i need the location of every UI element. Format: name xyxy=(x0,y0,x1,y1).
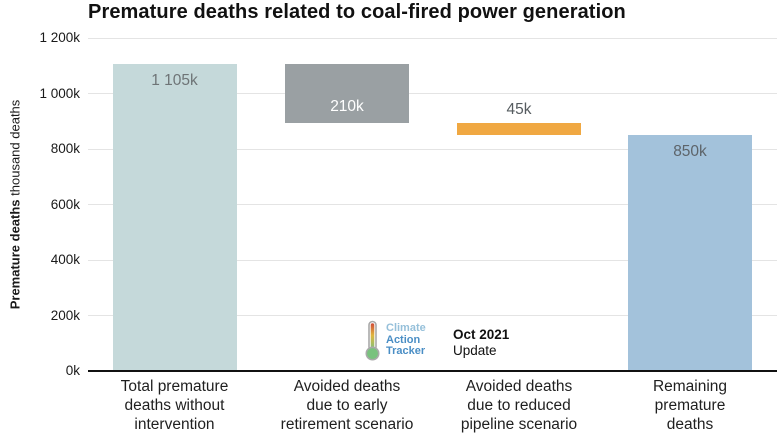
bar: 210k xyxy=(285,64,409,123)
bar-value-label: 850k xyxy=(673,143,707,161)
update-word: Update xyxy=(453,343,497,358)
category-label: Remaining premature deaths xyxy=(652,378,728,433)
bar: 1 105k xyxy=(112,64,237,371)
thermometer-icon xyxy=(365,320,380,361)
y-tick-label: 0k xyxy=(65,363,80,378)
x-axis-line xyxy=(88,370,777,372)
category-label: Avoided deaths due to reduced pipeline sce… xyxy=(460,378,578,433)
y-tick-label: 600k xyxy=(50,196,80,212)
gridline xyxy=(88,204,777,205)
gridline xyxy=(88,315,777,316)
bar-value-label: 45k xyxy=(506,100,532,118)
gridline xyxy=(88,148,777,150)
category-label: Total premature deaths without interventio… xyxy=(120,378,229,433)
bar-value-label: 1 105k xyxy=(151,72,198,90)
gridline xyxy=(88,93,777,94)
logo-line-tracker: Tracker xyxy=(386,345,426,358)
gridline xyxy=(88,37,777,39)
logo-line-action: Action xyxy=(386,333,421,346)
logo-line-climate: Climate xyxy=(386,322,426,335)
gridline xyxy=(88,259,777,261)
logo-wordmark: Climate Action Tracker xyxy=(386,323,426,358)
climate-action-tracker-logo: Climate Action Tracker xyxy=(364,320,426,361)
y-tick-label: 200k xyxy=(50,307,80,323)
bar-value-label: 210k xyxy=(330,97,364,115)
y-tick-label: 1 000k xyxy=(39,85,80,101)
category-label: Avoided deaths due to early retirement sce… xyxy=(280,378,414,433)
bar: 850k xyxy=(628,135,752,371)
y-tick-label: 800k xyxy=(50,141,80,156)
y-tick-label: 1 200k xyxy=(39,30,80,45)
bar xyxy=(457,122,581,136)
y-tick-label: 400k xyxy=(50,252,80,267)
update-date: Oct 2021 xyxy=(453,327,510,342)
update-label: Oct 2021 Update xyxy=(453,327,509,359)
chart-title: Premature deaths related to coal-fired p… xyxy=(88,1,626,23)
